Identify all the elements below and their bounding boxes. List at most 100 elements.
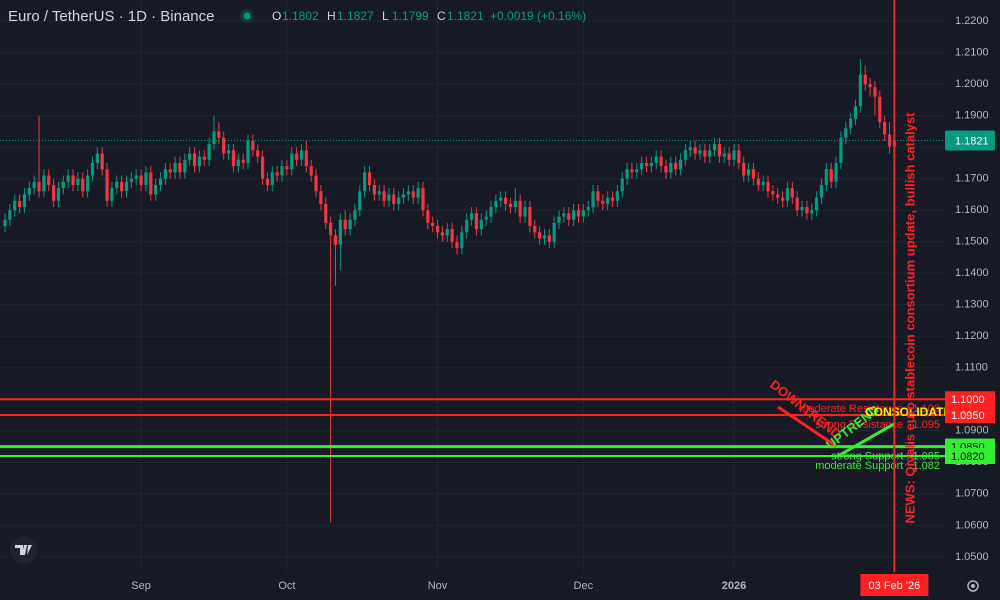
level-tag-label: 1.0820: [951, 451, 985, 463]
candle-body: [873, 87, 877, 97]
candle-body: [110, 188, 114, 201]
candle-body: [309, 166, 313, 176]
candle-body: [795, 197, 799, 211]
candle-body: [144, 172, 148, 185]
candle-body: [445, 229, 449, 236]
candle-body: [314, 175, 318, 192]
candle-body: [606, 197, 610, 204]
candle-body: [489, 207, 493, 217]
candle-body: [61, 181, 65, 189]
candle-body: [17, 200, 22, 208]
candle-body: [567, 213, 571, 220]
candle-body: [761, 181, 765, 185]
change-value: +0.0019 (+0.16%): [490, 9, 586, 23]
candle-body: [839, 137, 843, 163]
candle-body: [435, 225, 440, 233]
candle-body: [868, 84, 872, 88]
consolidation-label: CONSOLIDATION: [865, 405, 965, 419]
x-tick-label: Nov: [428, 580, 448, 592]
news-date-label: 03 Feb '26: [869, 580, 921, 592]
candle-body: [552, 222, 556, 242]
candle-body: [343, 219, 347, 230]
candle-body: [173, 162, 177, 173]
candle-body: [139, 175, 143, 185]
candle-body: [620, 178, 624, 192]
candle-body: [163, 169, 167, 179]
candle-body: [785, 188, 790, 201]
candle-body: [431, 222, 435, 226]
candle-body: [275, 172, 279, 176]
news-date-tag: [860, 574, 929, 596]
candle-body: [547, 235, 551, 242]
settings-icon[interactable]: [967, 580, 979, 592]
downtrend-line: [777, 405, 837, 448]
candle-body: [508, 203, 513, 208]
ohlc-label: O: [272, 9, 281, 23]
candle-body: [13, 200, 17, 211]
candle-body: [95, 153, 99, 163]
candle-body: [426, 210, 430, 223]
candle-body: [86, 175, 90, 192]
y-tick-label: 1.2200: [955, 15, 989, 27]
candle-body: [231, 150, 236, 167]
candle-body: [742, 162, 746, 176]
y-tick-label: 1.1900: [955, 110, 989, 122]
candle-body: [178, 162, 182, 173]
current-price-label: 1.1821: [955, 135, 989, 147]
candle-body: [183, 159, 187, 173]
candle-body: [455, 241, 459, 249]
candle-body: [834, 162, 838, 182]
level-label: strong Resistance : 1.095: [815, 419, 940, 431]
y-tick-label: 1.2000: [955, 78, 989, 90]
candle-body: [810, 210, 814, 214]
candle-body: [562, 213, 566, 217]
candle-body: [71, 175, 75, 185]
candle-body: [212, 131, 216, 145]
candle-body: [382, 191, 386, 201]
level-tag: [945, 407, 995, 424]
candle-body: [805, 207, 809, 214]
y-tick-label: 1.1600: [955, 204, 989, 216]
candle-body: [640, 162, 644, 170]
status-dot: [243, 12, 251, 20]
candle-body: [358, 191, 362, 211]
candle-body: [630, 169, 634, 173]
ohlc-value: 1.1802: [282, 9, 319, 23]
candle-body: [236, 159, 240, 167]
candle-body: [542, 235, 547, 239]
candle-body: [815, 197, 819, 211]
y-tick-label: 1.1400: [955, 267, 989, 279]
candle-body: [217, 131, 221, 138]
ohlc-value: 1.1799: [392, 9, 429, 23]
candle-body: [712, 144, 717, 151]
symbol-title: Euro / TetherUS · 1D · Binance: [8, 8, 214, 25]
candle-body: [372, 184, 376, 195]
candle-body: [610, 197, 615, 201]
candle-body: [401, 194, 406, 198]
candle-body: [134, 175, 138, 179]
candle-body: [460, 232, 464, 249]
candle-body: [158, 178, 163, 185]
candle-body: [513, 200, 517, 208]
candle-body: [717, 144, 722, 157]
y-tick-label: 1.1200: [955, 330, 989, 342]
candle-body: [693, 147, 697, 154]
level-label: moderate Support : 1.082: [815, 460, 940, 472]
y-tick-label: 1.1700: [955, 173, 989, 185]
uptrend-line: [837, 422, 895, 458]
level-tag-label: 1.1000: [951, 394, 985, 406]
candle-body: [3, 219, 7, 226]
candle-body: [824, 169, 828, 185]
candle-body: [285, 166, 289, 170]
candle-body: [751, 169, 756, 179]
candle-body: [591, 191, 595, 208]
candle-body: [290, 153, 294, 170]
candle-body: [52, 184, 56, 201]
candle-body: [518, 200, 522, 217]
candle-body: [81, 178, 85, 192]
candle-body: [377, 191, 381, 195]
candle-body: [776, 194, 780, 198]
candle-body: [8, 210, 12, 220]
current-price-tag: [945, 130, 995, 151]
candle-body: [538, 232, 542, 239]
